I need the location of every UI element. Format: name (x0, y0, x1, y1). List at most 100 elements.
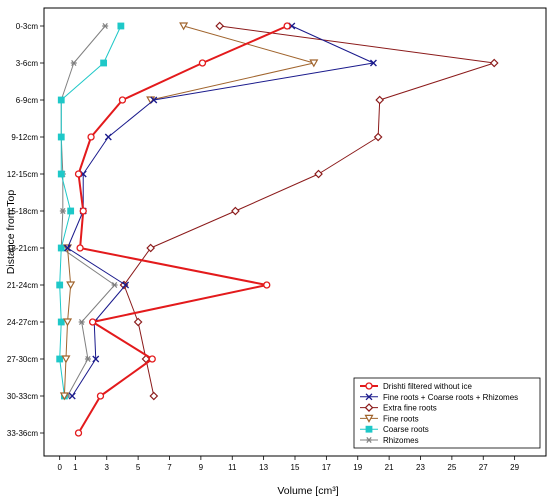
data-point (74, 429, 83, 437)
data-point (61, 355, 71, 364)
legend-label: Coarse roots (383, 425, 429, 434)
data-point (96, 392, 105, 400)
data-point (133, 317, 143, 327)
y-tick-label: 12-15cm (7, 170, 38, 179)
legend-item: Fine roots + Coarse roots + Rhizomes (360, 393, 518, 402)
y-axis-title: Distance from Top (5, 190, 17, 275)
x-tick-label: 0 (57, 463, 62, 472)
data-point (70, 60, 77, 66)
data-point (263, 281, 271, 289)
data-point (56, 281, 64, 289)
data-point (118, 96, 127, 104)
data-point (79, 207, 87, 215)
legend-item: Extra fine roots (360, 403, 437, 413)
data-point (375, 95, 385, 105)
y-tick-label: 21-24cm (7, 281, 38, 290)
x-tick-label: 17 (322, 463, 331, 472)
x-tick-label: 15 (291, 463, 300, 472)
legend-swatch-marker (365, 382, 373, 390)
data-point (117, 22, 125, 30)
series-line (67, 25, 374, 397)
data-point (309, 59, 319, 68)
data-point (314, 169, 323, 179)
x-tick-label: 3 (105, 463, 110, 472)
y-tick-label: 27-30cm (7, 355, 38, 364)
data-point (87, 133, 95, 141)
data-point (84, 356, 91, 362)
data-point (57, 96, 65, 104)
y-tick-label: 24-27cm (7, 318, 38, 327)
y-tick-label: 33-36cm (7, 429, 38, 438)
legend-item: Drishti filtered without ice (360, 382, 472, 391)
x-tick-label: 13 (259, 463, 268, 472)
legend-label: Extra fine roots (383, 404, 437, 413)
data-point (146, 243, 156, 253)
data-point (59, 208, 66, 214)
y-tick-label: 9-12cm (11, 133, 38, 142)
legend-label: Rhizomes (383, 436, 419, 445)
legend-swatch-marker (364, 414, 374, 423)
data-point (92, 355, 100, 363)
data-point (148, 355, 156, 363)
y-tick-label: 30-33cm (7, 392, 38, 401)
data-point (283, 22, 291, 30)
legend-label: Fine roots + Coarse roots + Rhizomes (383, 393, 518, 402)
x-tick-label: 27 (479, 463, 488, 472)
series-coarse-roots (56, 22, 125, 400)
legend-label: Drishti filtered without ice (383, 382, 472, 391)
data-point (59, 392, 69, 401)
series-line (150, 25, 315, 101)
data-point (57, 170, 65, 178)
legend-swatch-marker (365, 425, 373, 433)
series-line (123, 25, 495, 397)
data-point (56, 355, 64, 363)
series-fine-roots-coarse-roots-rhizomes (64, 22, 377, 400)
legend-item: Rhizomes (360, 436, 419, 445)
data-point (369, 59, 377, 67)
data-point (88, 318, 97, 326)
x-tick-label: 9 (199, 463, 204, 472)
data-point (57, 244, 65, 252)
x-axis-title: Volume [cm³] (277, 485, 338, 497)
data-point (76, 244, 84, 252)
data-point (63, 318, 73, 327)
x-tick-label: 11 (228, 463, 237, 472)
data-point (67, 207, 75, 215)
data-point (57, 318, 65, 326)
legend: Drishti filtered without ice Fine roots +… (353, 377, 541, 449)
data-point (149, 391, 159, 401)
data-point (64, 244, 71, 252)
legend-box (353, 377, 541, 449)
y-tick-label: 6-9cm (16, 96, 39, 105)
data-point (198, 59, 207, 67)
data-point (68, 392, 76, 400)
data-point (373, 132, 383, 142)
y-tick-label: 15-18cm (7, 207, 38, 216)
data-point (111, 282, 118, 288)
series-extra-fine-roots (119, 21, 499, 401)
x-tick-label: 29 (510, 463, 519, 472)
legend-item: Coarse roots (360, 425, 429, 434)
series-layer (56, 21, 499, 437)
x-tick-label: 19 (353, 463, 362, 472)
data-point (78, 319, 85, 325)
y-axis: 0-3cm 3-6cm 6-9cm 9-12cm 12-15cm 15-18cm 18-21… (7, 22, 44, 438)
y-tick-label: 18-21cm (7, 244, 38, 253)
data-point (104, 133, 112, 141)
x-tick-label: 7 (167, 463, 172, 472)
legend-item: Fine roots (360, 414, 419, 423)
x-axis: 0 1 3 5 7 9 11 13 15 17 19 21 23 25 27 29 (57, 456, 520, 472)
data-point (489, 58, 499, 68)
data-point (102, 23, 109, 29)
data-point (215, 21, 225, 31)
series-drishti-filtered-without-ice (74, 22, 291, 437)
x-tick-label: 23 (416, 463, 425, 472)
y-tick-label: 3-6cm (16, 59, 39, 68)
legend-swatch-marker (365, 393, 373, 401)
data-point (179, 22, 189, 31)
legend-swatch-marker (364, 403, 374, 412)
data-point (231, 206, 240, 216)
data-point (100, 59, 108, 67)
x-tick-label: 5 (136, 463, 141, 472)
